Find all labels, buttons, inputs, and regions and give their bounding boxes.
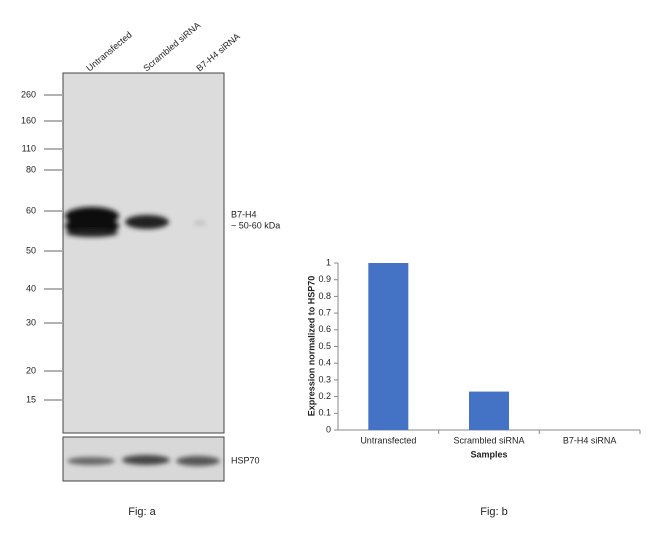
y-tick-label: 0.4 (318, 358, 331, 368)
marker-label: 80 (26, 164, 36, 174)
caption: Fig: b (480, 506, 508, 518)
blot-panel (62, 72, 225, 434)
y-tick-label: 0.1 (318, 408, 331, 418)
marker-label: 110 (22, 143, 36, 153)
y-axis-title: Expression normalized to HSP70 (306, 276, 316, 417)
bar (469, 391, 509, 430)
marker-label: 260 (21, 89, 36, 99)
caption: Fig: a (128, 506, 156, 518)
lane-label: B7-H4 siRNA (194, 31, 241, 73)
band-label: B7-H4 (231, 209, 257, 219)
y-tick-label: 0.5 (318, 341, 331, 351)
bar (368, 263, 409, 430)
x-tick-label: Scrambled siRNA (453, 435, 524, 445)
loading-label: HSP70 (231, 455, 260, 465)
x-axis-title: Samples (470, 449, 507, 459)
marker-label: 40 (26, 283, 36, 293)
x-tick-label: B7-H4 siRNA (563, 435, 617, 445)
y-tick-label: 0.2 (318, 391, 331, 401)
y-tick-label: 0.9 (318, 274, 331, 284)
marker-label: 50 (26, 245, 36, 255)
band-size: ~ 50-60 kDa (231, 220, 280, 230)
y-tick-label: 0 (326, 424, 331, 434)
y-tick-label: 0.8 (318, 291, 331, 301)
marker-label: 30 (26, 317, 36, 327)
y-tick-label: 0.6 (318, 324, 331, 334)
bands (65, 207, 220, 466)
lane-label: Untransfected (84, 30, 133, 74)
x-tick-label: Untransfected (360, 435, 416, 445)
marker-label: 160 (21, 115, 36, 125)
lane-label: Scrambled siRNA (141, 20, 202, 73)
y-tick-label: 0.3 (318, 374, 331, 384)
marker-label: 60 (26, 205, 36, 215)
marker-label: 15 (26, 394, 36, 404)
y-tick-label: 0.7 (318, 307, 331, 317)
y-tick-label: 1 (326, 257, 331, 267)
marker-label: 20 (26, 365, 36, 375)
